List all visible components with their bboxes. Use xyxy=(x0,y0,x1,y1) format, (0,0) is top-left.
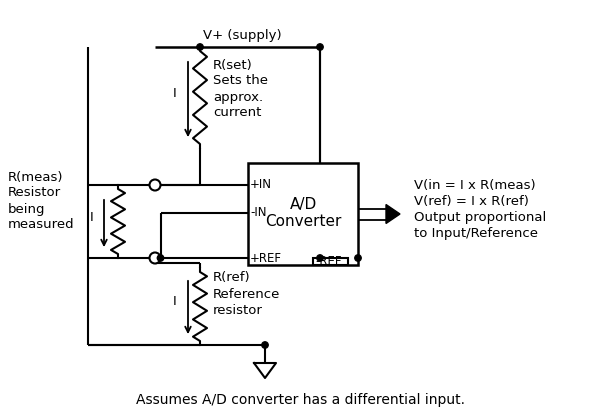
Text: I: I xyxy=(173,295,177,308)
Text: I: I xyxy=(173,87,177,100)
Text: Sets the: Sets the xyxy=(213,74,268,87)
Bar xyxy=(248,163,358,265)
Text: R(meas): R(meas) xyxy=(8,171,64,183)
Circle shape xyxy=(149,253,161,263)
Text: Output proportional: Output proportional xyxy=(414,211,546,225)
Circle shape xyxy=(157,255,164,261)
Circle shape xyxy=(197,44,203,50)
Text: Reference: Reference xyxy=(213,287,280,300)
Text: V(ref) = I x R(ref): V(ref) = I x R(ref) xyxy=(414,196,529,208)
Text: being: being xyxy=(8,203,46,215)
Text: A/D: A/D xyxy=(289,198,317,213)
Text: current: current xyxy=(213,106,262,119)
Circle shape xyxy=(149,179,161,191)
Polygon shape xyxy=(386,205,400,223)
Text: I: I xyxy=(90,211,94,224)
Text: Assumes A/D converter has a differential input.: Assumes A/D converter has a differential… xyxy=(136,393,464,407)
Circle shape xyxy=(355,255,361,261)
Text: Converter: Converter xyxy=(265,215,341,230)
Polygon shape xyxy=(254,363,276,378)
Text: measured: measured xyxy=(8,218,74,231)
Circle shape xyxy=(262,342,268,348)
Text: R(set): R(set) xyxy=(213,59,253,72)
Text: to Input/Reference: to Input/Reference xyxy=(414,228,538,240)
Text: Resistor: Resistor xyxy=(8,186,61,200)
Text: V(in = I x R(meas): V(in = I x R(meas) xyxy=(414,179,536,193)
Text: resistor: resistor xyxy=(213,304,263,317)
Circle shape xyxy=(317,255,323,261)
Text: -IN: -IN xyxy=(250,206,266,220)
Text: +IN: +IN xyxy=(250,178,272,191)
Text: V+ (supply): V+ (supply) xyxy=(203,29,282,42)
Text: +REF: +REF xyxy=(250,252,282,265)
Circle shape xyxy=(317,44,323,50)
Text: -REF: -REF xyxy=(315,255,341,268)
Text: R(ref): R(ref) xyxy=(213,272,251,285)
Text: approx.: approx. xyxy=(213,91,263,104)
Polygon shape xyxy=(313,258,348,265)
